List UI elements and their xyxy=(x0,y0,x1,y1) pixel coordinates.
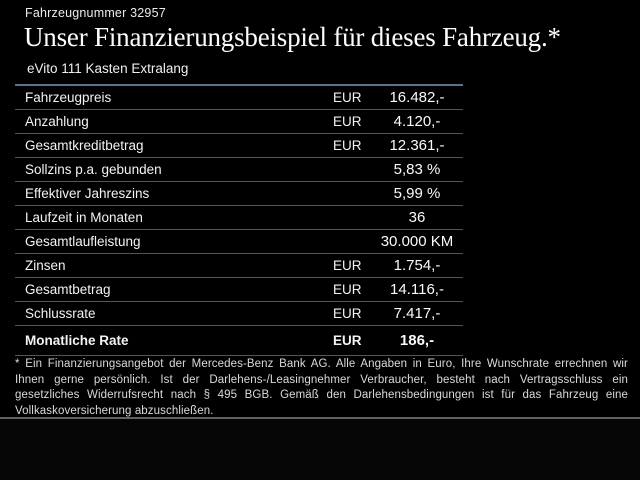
row-currency: EUR xyxy=(333,282,362,297)
row-label: Gesamtlaufleistung xyxy=(25,234,141,249)
row-label: Gesamtbetrag xyxy=(25,282,111,297)
row-value: 14.116,- xyxy=(390,281,444,298)
table-row: Monatliche Rate EUR 186,- xyxy=(15,326,463,356)
financing-table: Fahrzeugpreis EUR 16.482,- Anzahlung EUR… xyxy=(15,84,463,356)
row-label: Fahrzeugpreis xyxy=(25,90,112,105)
row-label: Gesamtkreditbetrag xyxy=(25,138,144,153)
table-row: Zinsen EUR 1.754,- xyxy=(15,254,463,278)
vehicle-model: eVito 111 Kasten Extralang xyxy=(27,61,189,76)
row-label: Monatliche Rate xyxy=(25,333,129,348)
row-value: 4.120,- xyxy=(393,113,441,130)
table-row: Gesamtbetrag EUR 14.116,- xyxy=(15,278,463,302)
table-row: Sollzins p.a. gebunden 5,83 % xyxy=(15,158,463,182)
row-value: 30.000 KM xyxy=(380,233,454,250)
row-currency: EUR xyxy=(333,333,362,348)
row-currency: EUR xyxy=(333,306,362,321)
row-label: Sollzins p.a. gebunden xyxy=(25,162,162,177)
page-title: Unser Finanzierungsbeispiel für dieses F… xyxy=(24,22,561,52)
vehicle-number: Fahrzeugnummer 32957 xyxy=(25,6,166,20)
legal-footnote: * Ein Finanzierungsangebot der Mercedes-… xyxy=(15,358,628,417)
table-row: Anzahlung EUR 4.120,- xyxy=(15,110,463,134)
row-value: 186,- xyxy=(399,332,435,349)
row-currency: EUR xyxy=(333,114,362,129)
row-label: Effektiver Jahreszins xyxy=(25,186,150,201)
row-currency: EUR xyxy=(333,90,362,105)
table-row: Gesamtlaufleistung 30.000 KM xyxy=(15,230,463,254)
row-label: Anzahlung xyxy=(25,114,89,129)
table-row: Effektiver Jahreszins 5,99 % xyxy=(15,182,463,206)
row-label: Zinsen xyxy=(25,258,66,273)
row-label: Schlussrate xyxy=(25,306,96,321)
table-row: Fahrzeugpreis EUR 16.482,- xyxy=(15,86,463,110)
row-value: 36 xyxy=(408,209,426,226)
footer-divider xyxy=(0,417,640,419)
row-value: 12.361,- xyxy=(389,137,445,154)
table-row: Laufzeit in Monaten 36 xyxy=(15,206,463,230)
row-currency: EUR xyxy=(333,138,362,153)
row-value: 5,99 % xyxy=(393,185,441,202)
footer-bar: MedeleSchäfer Menschen bewegen. Autohaus… xyxy=(0,419,640,480)
table-row: Schlussrate EUR 7.417,- xyxy=(15,302,463,326)
row-label: Laufzeit in Monaten xyxy=(25,210,143,225)
row-value: 7.417,- xyxy=(393,305,441,322)
row-value: 16.482,- xyxy=(389,89,445,106)
row-value: 5,83 % xyxy=(393,161,441,178)
row-currency: EUR xyxy=(333,258,362,273)
table-row: Gesamtkreditbetrag EUR 12.361,- xyxy=(15,134,463,158)
row-value: 1.754,- xyxy=(393,257,441,274)
